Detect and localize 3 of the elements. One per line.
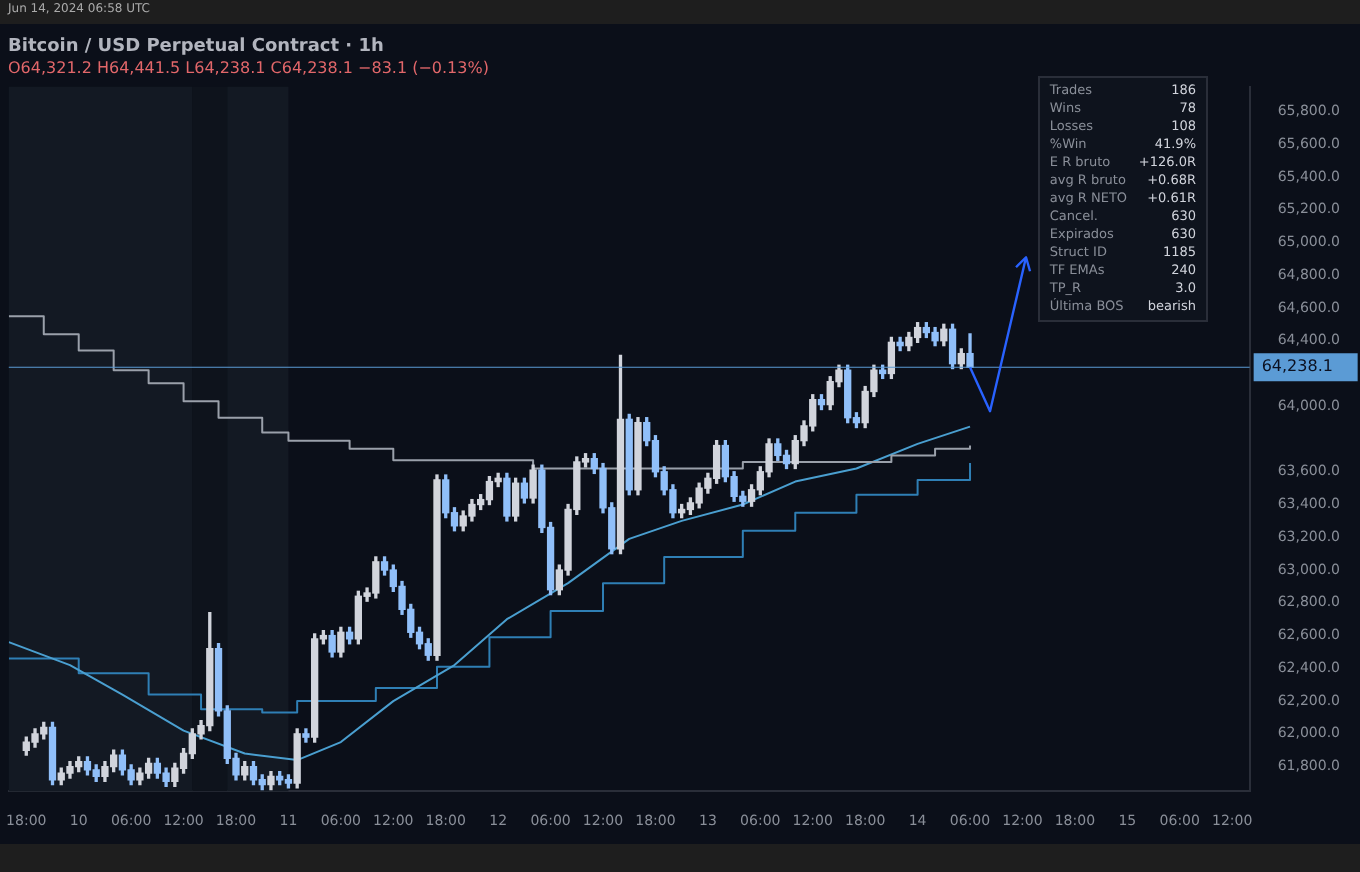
chart-subtitle: O64,321.2 H64,441.5 L64,238.1 C64,238.1 −83.1 (−0.13%) xyxy=(8,59,489,78)
ref-line-label: 64,238.1 xyxy=(1261,357,1333,376)
chart-title: Bitcoin / USD Perpetual Contract · 1h xyxy=(8,37,384,58)
